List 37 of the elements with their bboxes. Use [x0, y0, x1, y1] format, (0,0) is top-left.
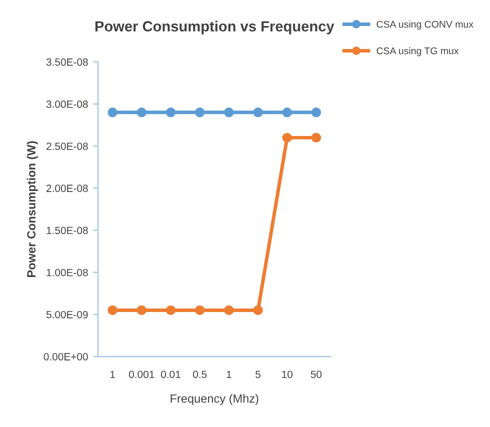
x-tick-label: 0.001 [129, 370, 154, 378]
x-tick-label: 0.5 [192, 370, 207, 378]
point [253, 108, 263, 118]
point [282, 132, 292, 143]
point [108, 305, 118, 316]
point [166, 305, 176, 316]
point [108, 108, 118, 118]
legend-label: CSA using CONV mux [376, 20, 474, 30]
point [136, 108, 146, 118]
y-axis-title: Power Consumption (W) [26, 141, 38, 277]
point [194, 305, 205, 316]
point [136, 305, 146, 316]
y-tick-label: 5.00E-09 [46, 310, 88, 318]
y-tick-label: 2.50E-08 [46, 142, 88, 150]
point [282, 108, 292, 118]
x-tick-label: 0.01 [161, 370, 180, 378]
x-axis-title: Frequency (Mhz) [170, 394, 258, 406]
y-tick-label: 0.00E+00 [44, 353, 88, 360]
point [224, 108, 234, 118]
y-tick-label: 1.00E-08 [46, 268, 88, 276]
y-tick-label: 2.00E-08 [46, 184, 88, 192]
y-tick-label: 3.50E-08 [46, 58, 88, 66]
chart-title: Power Consumption vs Frequency [95, 20, 334, 34]
point [194, 108, 205, 118]
point [253, 305, 263, 316]
y-tick-label: 3.00E-08 [46, 100, 88, 108]
point [311, 132, 322, 143]
legend-label: CSA using TG mux [376, 47, 459, 56]
x-tick-label: 1 [110, 370, 115, 378]
point [166, 108, 176, 118]
x-tick-label: 10 [282, 370, 292, 378]
x-tick-label: 5 [256, 370, 260, 378]
point [224, 305, 234, 316]
point [311, 108, 322, 118]
y-tick-label: 1.50E-08 [46, 226, 88, 234]
x-tick-label: 1 [226, 370, 232, 378]
x-tick-label: 50 [310, 370, 322, 378]
